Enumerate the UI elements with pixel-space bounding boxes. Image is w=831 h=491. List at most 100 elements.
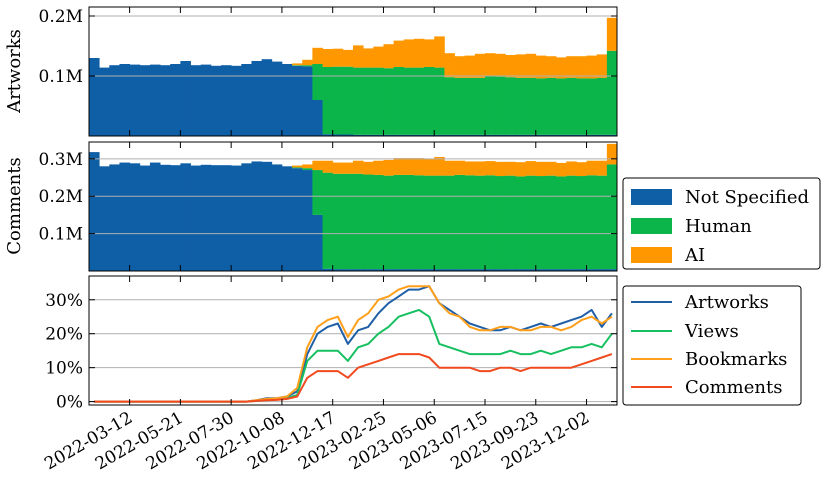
- comments-bar-ai: [332, 162, 344, 174]
- artworks-bar-not-specified: [515, 134, 527, 136]
- artworks-bar-not-specified: [261, 59, 273, 137]
- artworks-bar-ai: [454, 56, 466, 78]
- comments-bar-not-specified: [586, 269, 598, 271]
- comments-bar-not-specified: [495, 269, 506, 271]
- comments-bar-ai: [403, 158, 415, 175]
- artworks-bar-human: [444, 77, 455, 135]
- comments-bar-not-specified: [322, 268, 334, 271]
- artworks-bar-not-specified: [251, 61, 263, 136]
- comments-bar-ai: [322, 160, 334, 173]
- artworks-bar-not-specified: [505, 134, 516, 136]
- legend-label-ai: AI: [684, 245, 705, 266]
- comments-bar-not-specified: [180, 163, 191, 271]
- comments-bar-human: [535, 176, 547, 270]
- artworks-bar-not-specified: [180, 61, 191, 136]
- comments-bar-not-specified: [596, 269, 608, 271]
- comments-bar-human: [413, 175, 425, 270]
- comments-bar-not-specified: [535, 269, 547, 271]
- artworks-bar-human: [383, 68, 395, 135]
- comments-bar-human: [444, 175, 455, 270]
- artworks-bar-ai: [515, 54, 527, 78]
- legend-label-views: Views: [684, 321, 739, 342]
- artworks-bar-not-specified: [545, 134, 557, 136]
- comments-bar-ai: [342, 162, 354, 174]
- comments-bar-not-specified: [363, 269, 374, 271]
- comments-bar-ai: [454, 160, 466, 175]
- artworks-bar-ai: [353, 45, 364, 68]
- artworks-bar-human: [474, 77, 486, 135]
- comments-frame: [88, 141, 618, 272]
- artworks-bar-human: [353, 67, 364, 135]
- comments-bar-ai: [393, 158, 405, 175]
- comments-bar-not-specified: [149, 162, 161, 271]
- comments-bar-human: [474, 175, 486, 270]
- comments-bar-human: [292, 167, 303, 169]
- comments-bar-not-specified: [190, 165, 202, 271]
- line-comments: [94, 353, 613, 403]
- line-views: [94, 308, 613, 403]
- artworks-bar-not-specified: [271, 61, 283, 136]
- legend-swatch-not-specified: [631, 189, 672, 205]
- artworks-bar-not-specified: [474, 134, 486, 136]
- comments-y-ticks: 0.1M 0.2M 0.3M: [39, 150, 617, 245]
- comments-bar-not-specified: [129, 163, 141, 271]
- artworks-bar-ai: [566, 56, 577, 78]
- artworks-bar-not-specified: [221, 65, 232, 136]
- comments-bar-human: [576, 176, 587, 270]
- percentage-y-ticks: 0% 10% 20% 30%: [45, 291, 617, 413]
- comments-bar-not-specified: [606, 269, 618, 271]
- comments-bar-human: [302, 168, 313, 171]
- comments-bar-not-specified: [221, 165, 232, 271]
- comments-bar-ai: [485, 161, 496, 176]
- percentage-frame: [88, 275, 618, 406]
- comments-bar-human: [363, 174, 374, 270]
- comments-bar-human: [353, 173, 364, 270]
- comments-bar-human: [322, 172, 334, 269]
- comments-bar-human: [606, 164, 618, 270]
- comments-bar-human: [373, 174, 384, 270]
- artworks-bar-ai: [606, 17, 618, 51]
- legend-label-comments: Comments: [685, 377, 782, 398]
- comments-grid: [89, 158, 617, 235]
- artworks-bar-human: [373, 67, 384, 135]
- bar-legend-box: [622, 177, 821, 270]
- artworks-bar-human: [302, 65, 313, 67]
- percentage-y-tick-label: 30%: [45, 291, 83, 311]
- artworks-bar-human: [312, 64, 323, 100]
- artworks-bar-ai: [322, 49, 334, 67]
- comments-bar-not-specified: [342, 269, 354, 271]
- comments-bar-not-specified: [545, 269, 557, 271]
- artworks-panel: 0.1M 0.2M Artworks: [4, 6, 618, 137]
- comments-bar-human: [464, 175, 476, 270]
- artworks-bar-human: [434, 67, 445, 135]
- comments-bar-not-specified: [454, 269, 466, 271]
- artworks-bar-not-specified: [393, 134, 405, 136]
- artworks-bar-not-specified: [556, 134, 567, 136]
- artworks-bar-human: [545, 77, 557, 135]
- percentage-lines: [94, 285, 613, 403]
- artworks-bar-human: [413, 67, 425, 135]
- comments-bar-not-specified: [99, 166, 110, 271]
- comments-bar-not-specified: [373, 269, 384, 271]
- comments-panel: 0.1M 0.2M 0.3M Comments: [4, 141, 618, 272]
- artworks-bar-ai: [363, 48, 374, 68]
- artworks-bar-not-specified: [383, 134, 395, 136]
- comments-bar-not-specified: [474, 269, 486, 271]
- artworks-y-tick-label: 0.2M: [39, 7, 83, 27]
- artworks-bar-not-specified: [281, 64, 293, 136]
- comments-bar-not-specified: [505, 269, 516, 271]
- legend-label-human: Human: [685, 216, 752, 237]
- comments-bar-not-specified: [271, 164, 283, 271]
- comments-bar-not-specified: [200, 164, 212, 271]
- comments-bar-human: [434, 175, 445, 270]
- comments-bar-human: [332, 173, 344, 270]
- comments-bar-ai: [383, 159, 395, 176]
- comments-bar-not-specified: [393, 269, 405, 271]
- artworks-bar-ai: [474, 53, 486, 78]
- comments-bar-not-specified: [160, 164, 171, 271]
- artworks-bar-ai: [332, 48, 344, 67]
- artworks-bar-human: [393, 67, 405, 135]
- artworks-bar-ai: [596, 54, 608, 78]
- comments-bar-not-specified: [353, 269, 364, 271]
- comments-bar-human: [505, 175, 516, 270]
